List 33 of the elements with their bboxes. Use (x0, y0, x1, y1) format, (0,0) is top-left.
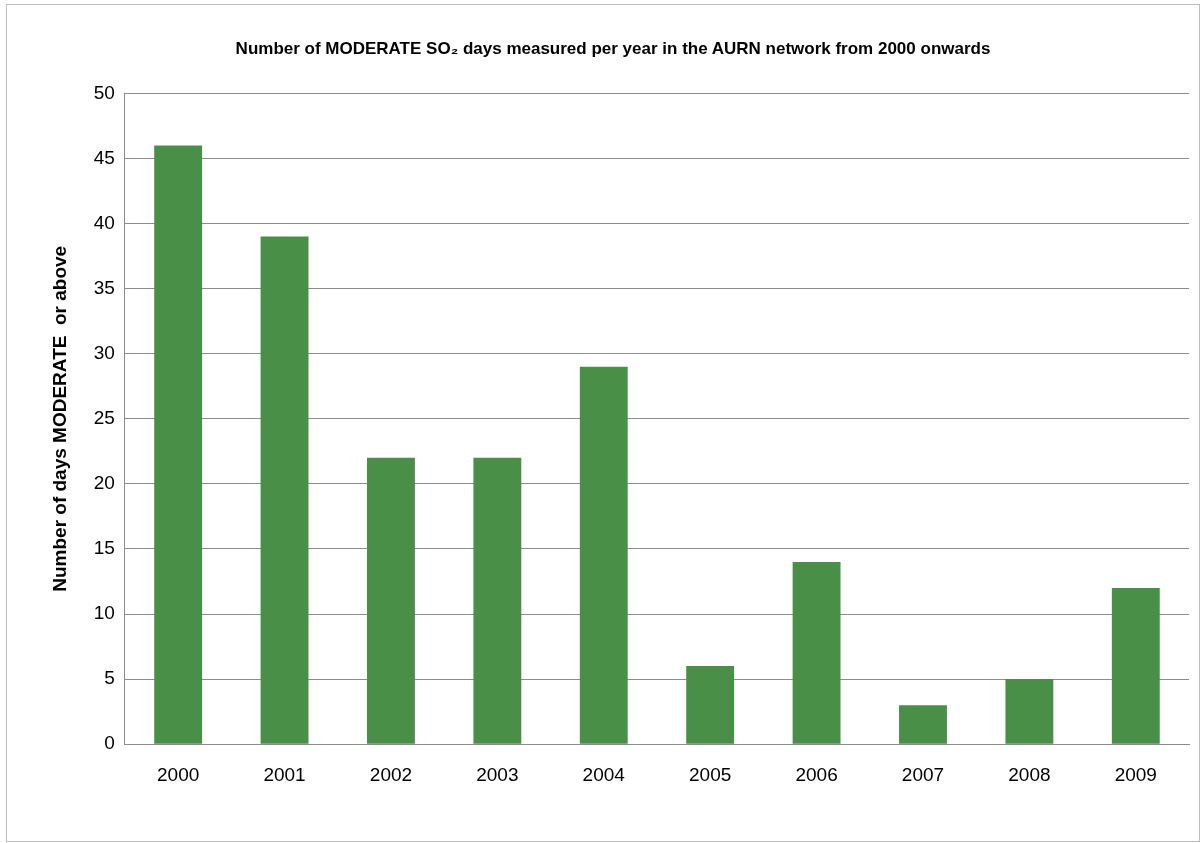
x-tick-label: 2008 (1008, 763, 1051, 785)
y-tick-label: 5 (104, 667, 115, 689)
bar (367, 457, 415, 744)
x-tick-label: 2009 (1114, 763, 1157, 785)
y-axis-title: Number of days MODERATE or above (48, 245, 70, 592)
bar (792, 561, 841, 744)
x-tick-label: 2004 (582, 763, 626, 785)
y-tick-label: 10 (93, 602, 115, 624)
bar (154, 145, 203, 744)
y-tick-label: 45 (93, 146, 115, 168)
bar (1111, 588, 1160, 744)
y-tick-label: 50 (93, 81, 115, 103)
x-tick-label: 2001 (263, 763, 306, 785)
bar (473, 457, 522, 744)
y-tick-label: 20 (93, 472, 115, 494)
y-tick-label: 15 (93, 537, 115, 559)
bar (579, 366, 628, 744)
x-tick-label: 2007 (901, 763, 945, 785)
bar (260, 236, 309, 744)
y-tick-label: 35 (93, 276, 115, 298)
x-tick-label: 2002 (369, 763, 413, 785)
chart-title: Number of MODERATE SO₂ days measured per year in the AURN network from 2000 onwards (235, 38, 991, 58)
y-tick-label: 0 (104, 732, 115, 754)
x-tick-label: 2005 (689, 763, 732, 785)
bar (899, 705, 947, 744)
x-tick-label: 2006 (795, 763, 838, 785)
x-tick-label: 2003 (476, 763, 519, 785)
y-tick-label: 30 (93, 341, 115, 363)
x-tick-label: 2000 (157, 763, 200, 785)
y-tick-label: 25 (93, 407, 115, 429)
y-tick-label: 40 (93, 211, 115, 233)
bar (686, 666, 735, 744)
bar (1005, 679, 1054, 744)
